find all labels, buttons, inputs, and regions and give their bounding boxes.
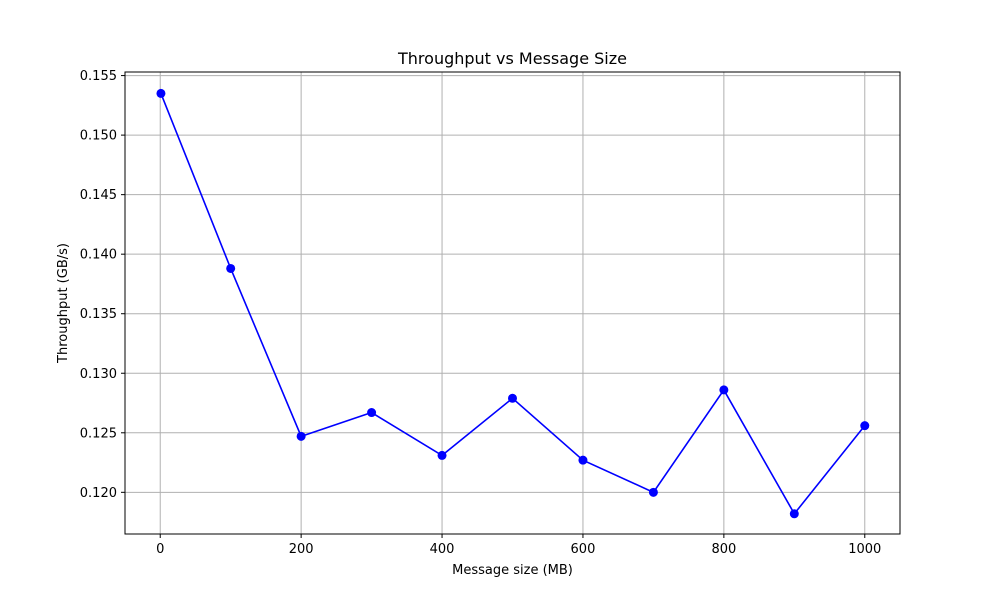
axes-ticks: 0 200 400 600 800 1000 0.120 0.125 0.130 0.135 0.1… (80, 69, 882, 557)
y-tick-label: 0.130 (80, 367, 117, 382)
data-point (367, 408, 377, 418)
y-tick-label: 0.155 (80, 69, 117, 84)
series-layer (156, 88, 870, 519)
data-point (156, 88, 166, 98)
x-axis-label: Message size (MB) (452, 563, 573, 578)
y-tick-label: 0.150 (80, 129, 117, 144)
data-point (437, 450, 447, 460)
series-line (160, 93, 866, 516)
y-tick-label: 0.145 (80, 188, 117, 203)
data-point (719, 385, 729, 395)
y-tick-label: 0.125 (80, 426, 117, 441)
plot-frame (124, 71, 901, 535)
chart-title: Throughput vs Message Size (397, 49, 627, 68)
x-tick-label: 800 (711, 542, 736, 557)
data-point (860, 421, 870, 431)
data-point (226, 263, 236, 273)
y-axis-label: Throughput (GB/s) (56, 243, 71, 364)
x-tick-label: 1000 (848, 542, 881, 557)
data-point (578, 455, 588, 465)
grid (125, 72, 900, 534)
x-tick-label: 200 (289, 542, 314, 557)
data-point (789, 509, 799, 519)
y-tick-label: 0.120 (80, 486, 117, 501)
x-tick-label: 400 (430, 542, 455, 557)
data-point (648, 487, 658, 497)
y-tick-label: 0.135 (80, 307, 117, 322)
data-point (508, 393, 517, 403)
x-tick-label: 600 (571, 542, 596, 557)
y-tick-label: 0.140 (80, 248, 117, 263)
data-point (296, 431, 306, 441)
x-tick-label: 0 (156, 542, 164, 557)
